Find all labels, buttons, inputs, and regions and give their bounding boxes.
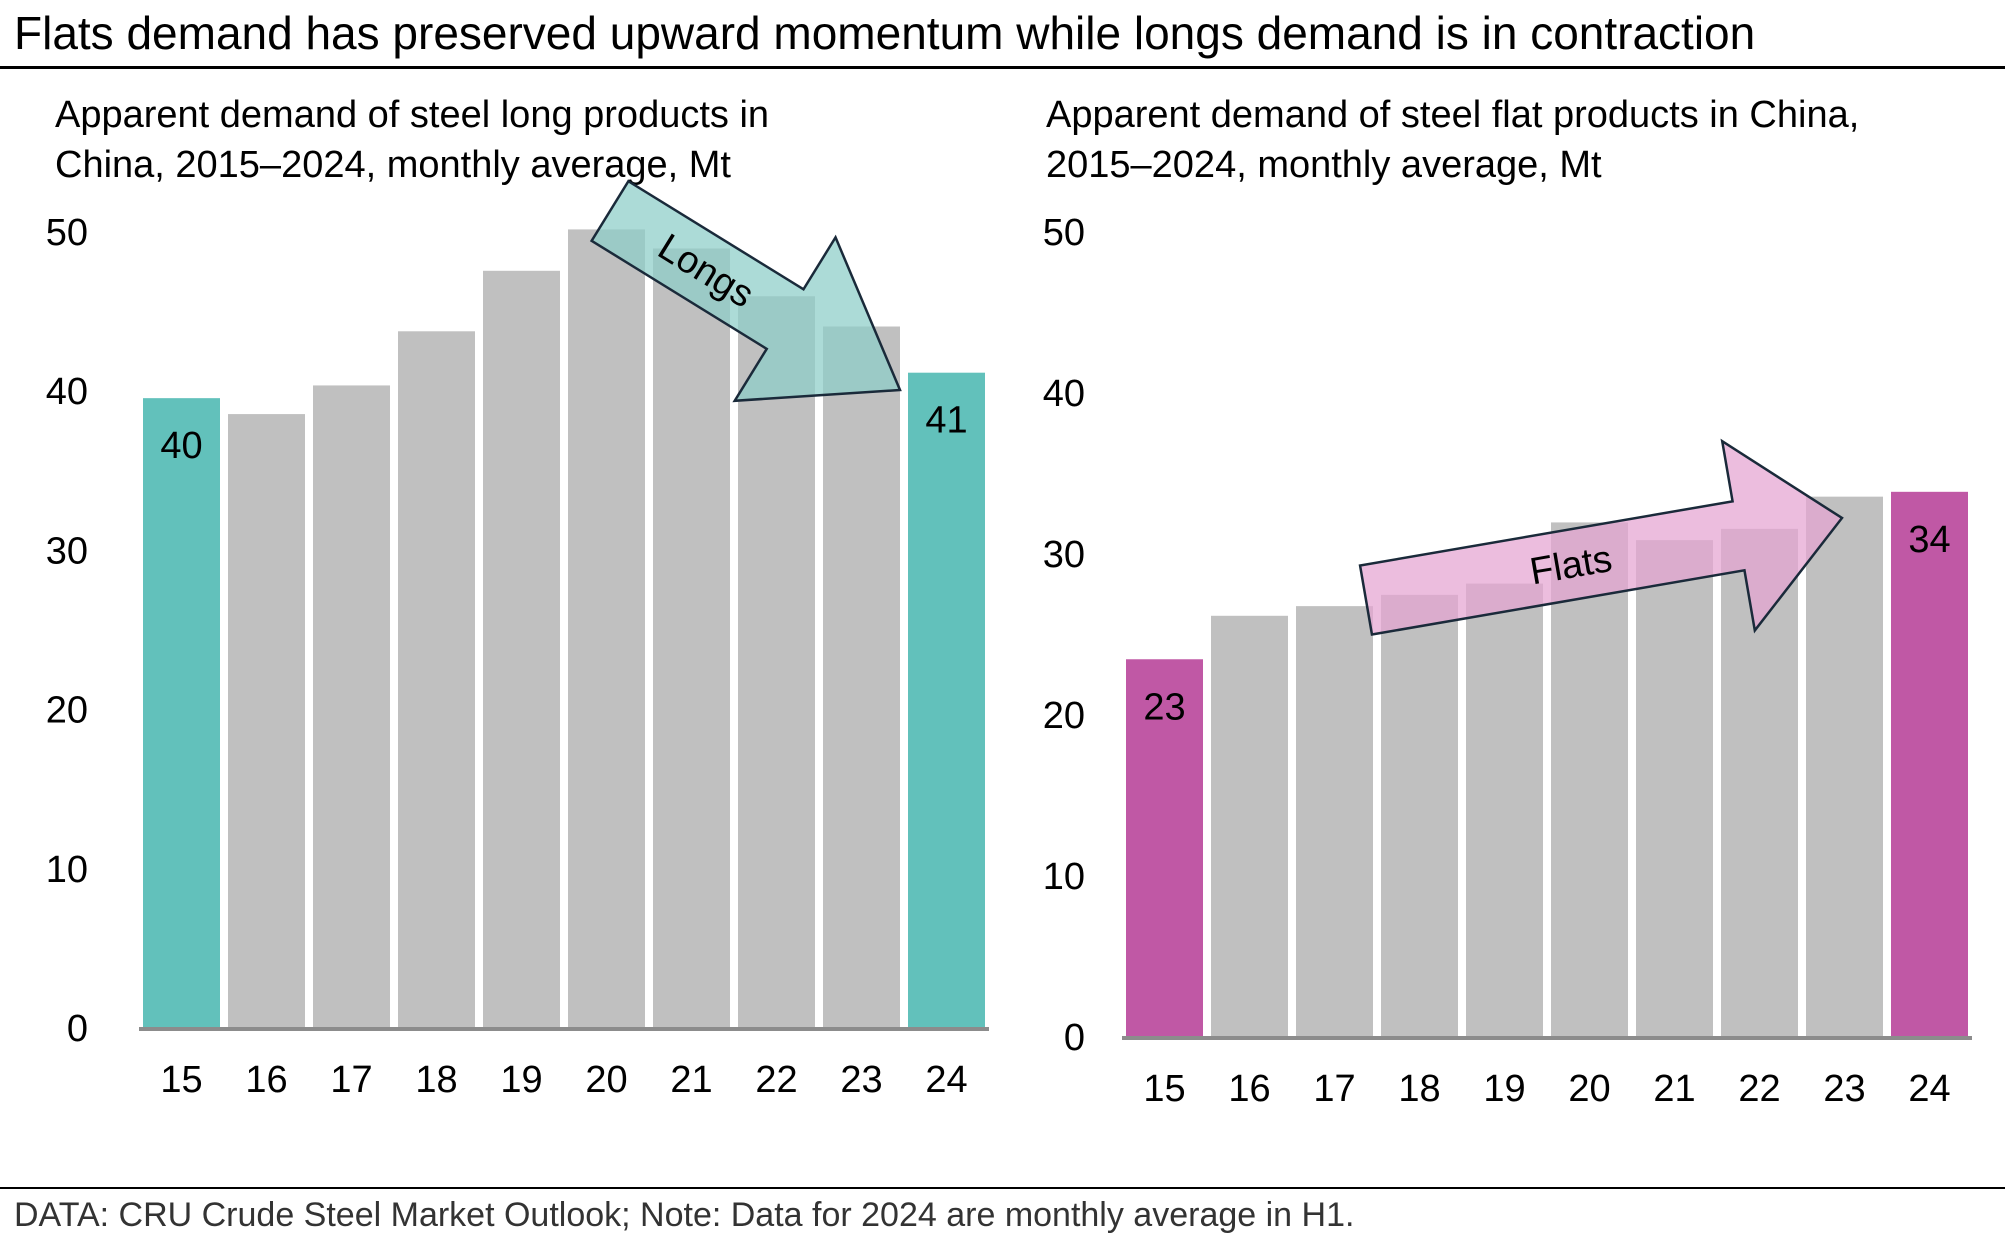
footer-divider: [0, 1187, 2005, 1189]
flats-chart-title: Apparent demand of steel flat products i…: [1046, 90, 1859, 190]
flats-bar-23: [1806, 496, 1883, 1036]
flats-bar-24: [1891, 491, 1968, 1036]
longs-bar-22: [738, 296, 815, 1028]
flats-y-tick-label: 30: [1043, 534, 1085, 576]
longs-y-tick-label: 50: [46, 212, 88, 254]
flats-y-tick-label: 0: [1064, 1017, 1085, 1059]
flats-y-tick-label: 20: [1043, 695, 1085, 737]
longs-chart-title-line-1: Apparent demand of steel long products i…: [55, 94, 770, 136]
longs-bar-20: [568, 229, 645, 1027]
flats-x-tick-label: 23: [1823, 1068, 1865, 1110]
flats-chart-title-line-1: Apparent demand of steel flat products i…: [1046, 94, 1860, 136]
flats-x-tick-label: 15: [1143, 1068, 1185, 1110]
flats-bar-19: [1466, 583, 1543, 1036]
longs-bar-15: [143, 398, 220, 1027]
title-divider: [0, 66, 2005, 69]
longs-bar-24: [908, 372, 985, 1027]
longs-data-label: 41: [925, 400, 967, 442]
flats-data-label: 23: [1143, 686, 1185, 728]
longs-x-tick-label: 23: [840, 1059, 882, 1101]
flats-y-tick-label: 40: [1043, 373, 1085, 415]
flats-x-tick-label: 16: [1228, 1068, 1270, 1110]
longs-x-tick-label: 22: [755, 1059, 797, 1101]
longs-y-tick-label: 10: [46, 849, 88, 891]
flats-y-tick-label: 10: [1043, 856, 1085, 898]
flats-bar-15: [1126, 659, 1203, 1036]
flats-x-tick-label: 20: [1568, 1068, 1610, 1110]
longs-bar-21: [653, 248, 730, 1028]
flats-x-tick-label: 17: [1313, 1068, 1355, 1110]
longs-chart-title-line-2: China, 2015–2024, monthly average, Mt: [55, 144, 731, 186]
longs-y-tick-label: 0: [67, 1008, 88, 1050]
longs-bar-18: [398, 331, 475, 1027]
longs-x-tick-label: 19: [500, 1059, 542, 1101]
longs-x-tick-label: 15: [160, 1059, 202, 1101]
flats-trend-arrow: [1358, 438, 1844, 636]
longs-y-tick-label: 20: [46, 690, 88, 732]
longs-x-tick-label: 18: [415, 1059, 457, 1101]
flats-x-tick-label: 22: [1738, 1068, 1780, 1110]
longs-x-tick-label: 16: [245, 1059, 287, 1101]
flats-x-tick-label: 21: [1653, 1068, 1695, 1110]
flats-bar-20: [1551, 522, 1628, 1036]
longs-y-tick-label: 30: [46, 530, 88, 572]
longs-x-tick-label: 17: [330, 1059, 372, 1101]
flats-bar-17: [1296, 606, 1373, 1036]
source-note: DATA: CRU Crude Steel Market Outlook; No…: [14, 1196, 1355, 1234]
flats-bar-18: [1381, 594, 1458, 1036]
flats-bar-21: [1636, 540, 1713, 1036]
longs-bar-17: [313, 385, 390, 1027]
flats-x-tick-label: 18: [1398, 1068, 1440, 1110]
flats-data-label: 34: [1908, 519, 1950, 561]
longs-data-label: 40: [160, 425, 202, 467]
flats-bar-16: [1211, 615, 1288, 1036]
flats-x-tick-label: 19: [1483, 1068, 1525, 1110]
longs-x-tick-label: 24: [925, 1059, 967, 1101]
longs-bar-16: [228, 414, 305, 1028]
longs-y-tick-label: 40: [46, 371, 88, 413]
longs-bar-23: [823, 326, 900, 1027]
longs-x-tick-label: 20: [585, 1059, 627, 1101]
longs-chart-title: Apparent demand of steel long products i…: [55, 90, 769, 190]
page-title: Flats demand has preserved upward moment…: [14, 7, 1756, 59]
longs-bar-19: [483, 270, 560, 1027]
longs-x-tick-label: 21: [670, 1059, 712, 1101]
flats-y-tick-label: 50: [1043, 212, 1085, 254]
flats-x-tick-label: 24: [1908, 1068, 1950, 1110]
flats-chart-title-line-2: 2015–2024, monthly average, Mt: [1046, 144, 1602, 186]
longs-trend-arrow: [589, 179, 902, 403]
